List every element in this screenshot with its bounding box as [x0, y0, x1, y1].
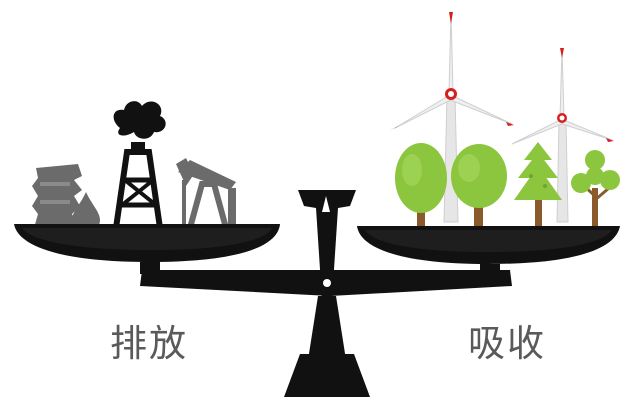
emission-label: 排放 [110, 322, 188, 365]
balance-scale-icon [14, 190, 620, 397]
oil-derrick-icon [112, 101, 166, 231]
tree-icon [451, 144, 507, 230]
tree-icon [571, 150, 620, 228]
pumpjack-icon [176, 158, 242, 231]
factory-icon [32, 164, 82, 228]
oil-drop-icon [72, 192, 100, 232]
tree-icon [395, 143, 447, 228]
wind-turbine-icon [508, 47, 614, 223]
wind-turbine-icon [390, 11, 514, 223]
absorption-label: 吸收 [468, 322, 546, 365]
tree-icon [514, 142, 562, 230]
